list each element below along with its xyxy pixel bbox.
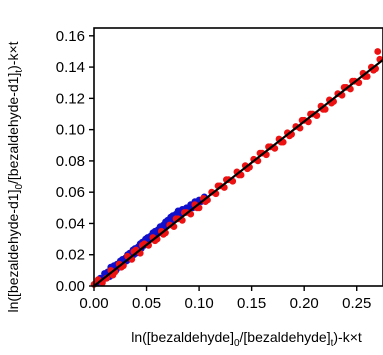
x-axis-title-part: ln([bezaldehyde] xyxy=(131,329,234,345)
x-tick-label: 0.05 xyxy=(132,295,161,312)
y-tick-label: 0.02 xyxy=(56,247,85,264)
x-axis-title-subscript: t xyxy=(331,338,334,349)
y-axis-ticks: 0.00 0.02 0.04 0.06 0.08 0.10 0.12 0.14 0.16 xyxy=(56,28,94,295)
x-axis-title-subscript: 0 xyxy=(234,338,240,349)
x-tick-label: 0.25 xyxy=(342,295,371,312)
y-tick-label: 0.10 xyxy=(56,122,85,139)
x-tick-label: 0.10 xyxy=(184,295,213,312)
y-tick-label: 0.14 xyxy=(56,59,85,76)
y-axis-title-part: ln([bezaldehyde-d1] xyxy=(5,190,21,313)
x-axis-ticks: 0.00 0.05 0.10 0.15 0.20 0.25 xyxy=(79,286,371,312)
y-axis-title-part: /[bezaldehyde-d1] xyxy=(5,73,21,184)
x-axis-title-part: /[bezaldehyde] xyxy=(240,329,331,345)
x-tick-label: 0.00 xyxy=(79,295,108,312)
x-tick-label: 0.15 xyxy=(237,295,266,312)
y-tick-label: 0.16 xyxy=(56,28,85,45)
data-points xyxy=(90,48,383,288)
x-tick-label: 0.20 xyxy=(290,295,319,312)
y-tick-label: 0.12 xyxy=(56,90,85,107)
plot-area-frame xyxy=(93,27,383,287)
y-axis-title-part: )-k×t xyxy=(5,41,21,70)
x-axis-title-part: )-k×t xyxy=(333,329,362,345)
y-axis-title-subscript: t xyxy=(14,70,25,73)
fit-line xyxy=(93,58,383,287)
y-tick-label: 0.00 xyxy=(56,278,85,295)
y-tick-label: 0.04 xyxy=(56,215,85,232)
y-tick-label: 0.08 xyxy=(56,153,85,170)
y-axis-title: ln([bezaldehyde-d1]0/[bezaldehyde-d1]t)-… xyxy=(5,41,25,312)
data-point xyxy=(374,48,382,55)
y-axis-title-subscript: 0 xyxy=(14,184,25,190)
x-axis-title: ln([bezaldehyde]0/[bezaldehyde]t)-k×t xyxy=(131,329,362,349)
y-tick-label: 0.06 xyxy=(56,184,85,201)
